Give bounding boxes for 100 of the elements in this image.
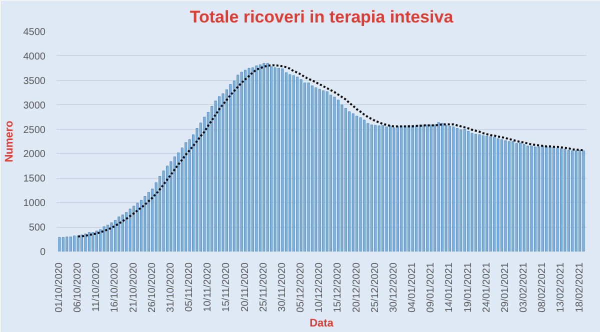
bar	[144, 196, 146, 252]
bar	[69, 236, 72, 252]
x-tick-label: 15/11/2020	[221, 262, 232, 312]
bar	[73, 236, 76, 252]
x-tick-label: 31/10/2020	[165, 262, 176, 313]
bar	[574, 150, 578, 252]
x-tick-label: 04/01/2021	[407, 262, 418, 313]
y-tick-label: 2000	[23, 149, 46, 160]
bar	[493, 136, 496, 252]
bar	[545, 146, 548, 252]
bar	[489, 136, 492, 252]
bar	[478, 134, 481, 252]
bar	[415, 126, 418, 252]
bar	[132, 206, 136, 252]
bar	[118, 216, 120, 252]
bar	[560, 148, 562, 252]
bar	[62, 237, 64, 252]
bar	[434, 124, 436, 252]
bar	[125, 212, 128, 252]
bar	[244, 70, 247, 252]
bar	[92, 232, 94, 252]
bar	[236, 74, 240, 252]
bar	[262, 63, 266, 252]
bar	[288, 74, 292, 252]
bar	[147, 192, 150, 252]
bar	[456, 128, 458, 252]
x-tick-label: 10/11/2020	[202, 262, 214, 312]
bar	[140, 200, 142, 252]
bar	[106, 224, 110, 252]
bar	[80, 234, 83, 252]
x-tick-label: 09/01/2021	[426, 262, 437, 313]
bar	[564, 149, 566, 252]
bar	[281, 68, 284, 252]
bar	[460, 130, 462, 252]
bar	[248, 68, 250, 252]
bar	[530, 146, 533, 252]
bar	[408, 125, 410, 252]
y-tick-label: 1500	[23, 174, 46, 185]
bar	[333, 96, 336, 252]
x-tick-label: 11/10/2020	[91, 262, 102, 312]
bar	[314, 88, 318, 252]
x-tick-label: 20/11/2020	[240, 262, 251, 312]
bar	[452, 126, 455, 252]
bar	[504, 140, 507, 252]
bar	[571, 150, 574, 252]
bar	[274, 67, 276, 252]
x-tick-label: 05/12/2020	[296, 262, 307, 313]
bar	[392, 128, 396, 252]
bar	[255, 66, 258, 252]
bar	[258, 64, 262, 252]
x-tick-label: 01/10/2020	[54, 262, 65, 313]
bar	[486, 136, 488, 252]
bar	[240, 72, 243, 252]
bar	[496, 138, 500, 252]
bar	[121, 214, 124, 252]
x-tick-label: 06/10/2020	[72, 262, 84, 313]
bar	[385, 126, 388, 252]
bar	[58, 237, 61, 252]
bar	[366, 123, 370, 252]
bar	[437, 122, 440, 252]
chart-title: Totale ricoveri in terapia intesiva	[190, 8, 454, 26]
bar	[318, 88, 321, 252]
line-series	[77, 64, 585, 238]
x-tick-label: 08/02/2021	[537, 262, 548, 313]
bar	[396, 126, 399, 252]
y-tick-label: 1000	[23, 198, 46, 210]
bar	[474, 134, 477, 252]
x-tick-label: 26/10/2020	[146, 262, 158, 313]
bar	[88, 232, 90, 252]
bar	[99, 229, 102, 252]
bar	[404, 126, 406, 252]
bar	[304, 82, 306, 252]
bar	[270, 66, 273, 252]
bar	[114, 220, 116, 252]
bar	[508, 141, 510, 252]
bar	[538, 146, 540, 252]
bar	[222, 93, 224, 252]
bar	[184, 142, 188, 252]
bar	[136, 202, 139, 252]
bar	[363, 120, 366, 252]
bar	[526, 146, 529, 252]
bar	[102, 226, 106, 252]
bar	[548, 146, 552, 252]
bar	[278, 68, 280, 252]
bar	[578, 150, 582, 252]
bar	[400, 126, 403, 252]
y-axis-title: Numero	[3, 120, 16, 162]
bar	[500, 139, 503, 252]
bar	[519, 142, 522, 252]
bar	[541, 146, 544, 252]
bar	[378, 126, 380, 252]
bar	[556, 148, 559, 252]
bar	[292, 75, 295, 252]
bar	[110, 222, 113, 252]
bar	[66, 236, 68, 252]
bar	[330, 94, 332, 252]
y-tick-label: 0	[40, 247, 46, 258]
bar	[352, 113, 354, 252]
bar	[326, 91, 328, 252]
bar	[448, 126, 451, 252]
